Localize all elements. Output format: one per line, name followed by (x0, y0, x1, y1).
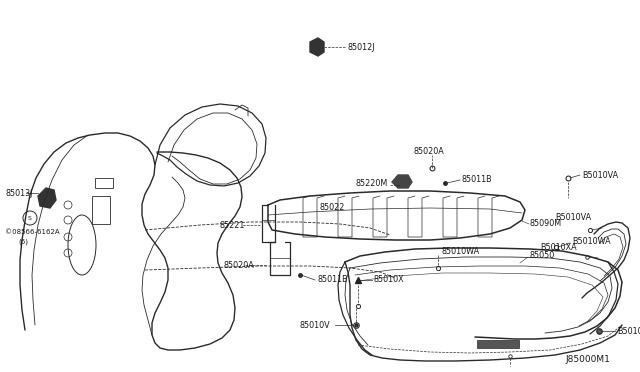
Text: 85010V: 85010V (300, 321, 331, 330)
Text: B5010VA: B5010VA (582, 170, 618, 180)
Text: B5010VA: B5010VA (555, 214, 591, 222)
Text: (6): (6) (18, 239, 28, 245)
Text: 85011B: 85011B (461, 176, 492, 185)
Polygon shape (38, 188, 56, 208)
Text: 85020A: 85020A (414, 147, 445, 155)
Text: 85012J: 85012J (347, 42, 374, 51)
Text: B5010WA: B5010WA (572, 237, 611, 247)
Text: 85013J: 85013J (5, 189, 33, 198)
Text: 85022: 85022 (320, 202, 346, 212)
Text: S: S (28, 217, 32, 221)
Text: 85020A: 85020A (224, 260, 255, 269)
Text: 85050: 85050 (530, 250, 556, 260)
Text: 85221: 85221 (220, 221, 245, 230)
Bar (477, 340, 519, 348)
Text: 85010WA: 85010WA (442, 247, 480, 257)
Polygon shape (310, 38, 324, 56)
Text: 85090M: 85090M (530, 219, 562, 228)
Text: B5010XA: B5010XA (540, 244, 577, 253)
Text: 85011B: 85011B (317, 276, 348, 285)
Text: B5010W: B5010W (617, 327, 640, 336)
Text: 85220M: 85220M (356, 179, 388, 187)
Text: 85010X: 85010X (374, 276, 404, 285)
Polygon shape (392, 175, 412, 188)
Text: J85000M1: J85000M1 (565, 356, 610, 365)
Text: ©08566-6162A: ©08566-6162A (5, 229, 60, 235)
